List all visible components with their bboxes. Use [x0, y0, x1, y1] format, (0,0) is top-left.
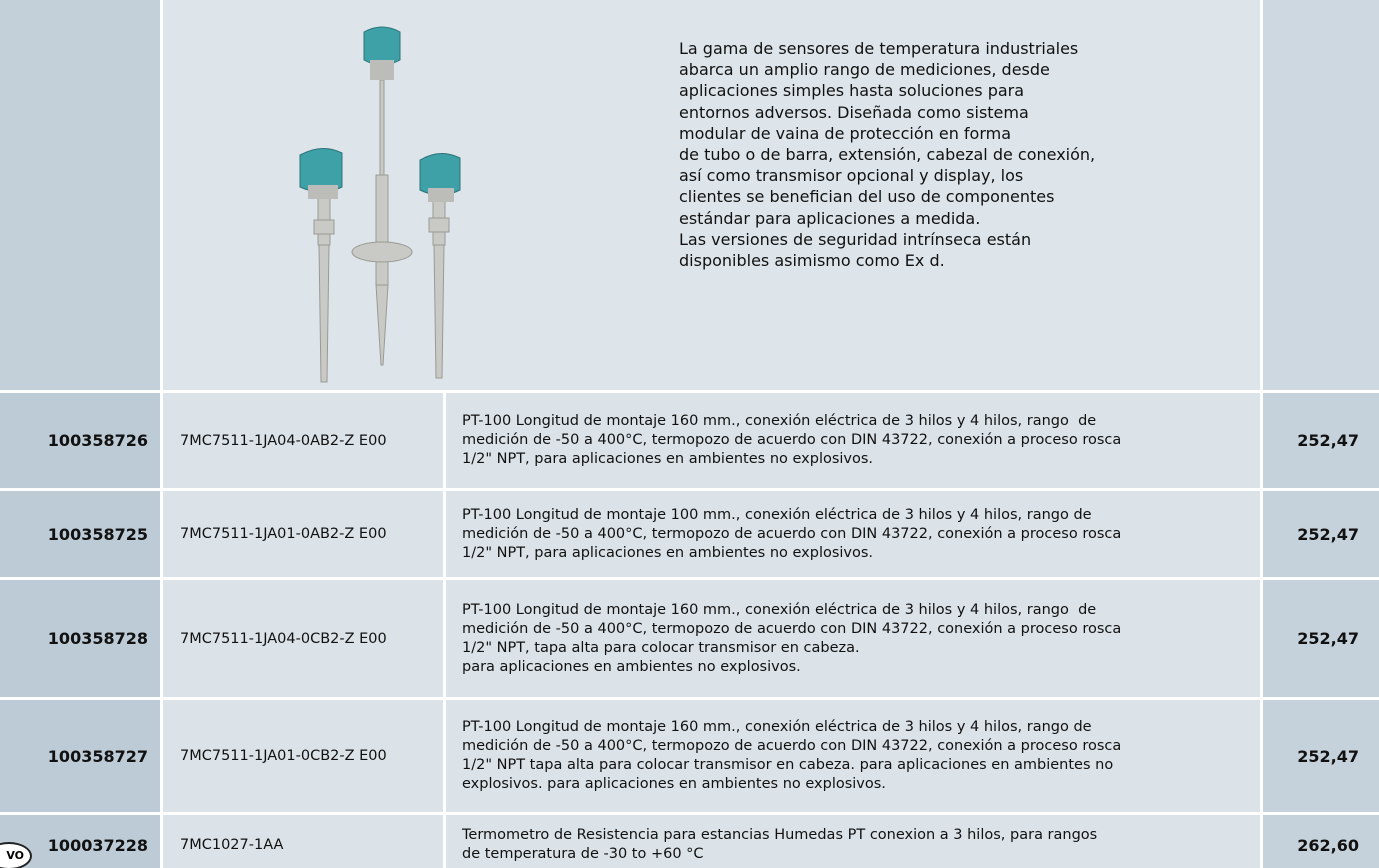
price-cell: 262,60 [1263, 815, 1379, 868]
intro-line: abarca un amplio rango de mediciones, de… [679, 60, 1050, 80]
description-line: PT-100 Longitud de montaje 160 mm., cone… [462, 601, 1097, 618]
code-cell: 100358728 [0, 580, 160, 697]
intro-line: entornos adversos. Diseñada como sistema [679, 102, 1029, 122]
description: Termometro de Resistencia para estancias… [462, 826, 1097, 864]
description-line: medición de -50 a 400°C, termopozo de ac… [462, 432, 1122, 448]
description: PT-100 Longitud de montaje 100 mm., cone… [462, 506, 1121, 563]
description-line: medición de -50 a 400°C, termopozo de ac… [462, 620, 1122, 637]
header-cell [163, 0, 1260, 390]
description-line: 1/2" NPT, para aplicaciones en ambientes… [462, 544, 874, 561]
intro-line: de tubo o de barra, extensión, cabezal d… [679, 145, 1096, 165]
description-cell: PT-100 Longitud de montaje 160 mm., cone… [446, 393, 1260, 488]
description-line: 1/2" NPT tapa alta para colocar transmis… [462, 757, 1114, 773]
part-cell: 7MC7511-1JA04-0AB2-Z E00 [163, 393, 443, 488]
price-cell: 252,47 [1263, 393, 1379, 488]
part-cell: 7MC7511-1JA01-0AB2-Z E00 [163, 491, 443, 577]
description-line: de temperatura de -30 to +60 °C [462, 846, 704, 862]
description-line: Termometro de Resistencia para estancias… [462, 827, 1098, 843]
intro-text: La gama de sensores de temperatura indus… [679, 38, 1095, 271]
intro-line: clientes se benefician del uso de compon… [679, 187, 1055, 207]
description-line: PT-100 Longitud de montaje 100 mm., cone… [462, 506, 1092, 523]
description-line: 1/2" NPT, para aplicaciones en ambientes… [462, 451, 874, 467]
description-line: medición de -50 a 400°C, termopozo de ac… [462, 525, 1122, 542]
intro-line: modular de vaina de protección en forma [679, 123, 1012, 143]
part-cell: 7MC1027-1AA [163, 815, 443, 868]
description-line: medición de -50 a 400°C, termopozo de ac… [462, 738, 1122, 754]
price-cell: 252,47 [1263, 580, 1379, 697]
intro-line: disponibles asimismo como Ex d. [679, 251, 945, 271]
description-line: explosivos. para aplicaciones en ambient… [462, 776, 886, 792]
description: PT-100 Longitud de montaje 160 mm., cone… [462, 601, 1121, 677]
description-cell: PT-100 Longitud de montaje 160 mm., cone… [446, 580, 1260, 697]
intro-line: Las versiones de seguridad intrínseca es… [679, 229, 1032, 249]
description-cell: PT-100 Longitud de montaje 100 mm., cone… [446, 491, 1260, 577]
description-line: PT-100 Longitud de montaje 160 mm., cone… [462, 413, 1097, 429]
intro-line: La gama de sensores de temperatura indus… [679, 39, 1079, 58]
header-cell [1263, 0, 1379, 390]
price-cell: 252,47 [1263, 491, 1379, 577]
intro-line: así como transmisor opcional y display, … [679, 166, 1024, 186]
description-cell: Termometro de Resistencia para estancias… [446, 815, 1260, 868]
part-cell: 7MC7511-1JA01-0CB2-Z E00 [163, 700, 443, 812]
description: PT-100 Longitud de montaje 160 mm., cone… [462, 718, 1121, 794]
description-line: 1/2" NPT, tapa alta para colocar transmi… [462, 639, 860, 656]
code-cell: 100358726 [0, 393, 160, 488]
header-cell [0, 0, 160, 390]
price-cell: 252,47 [1263, 700, 1379, 812]
description-cell: PT-100 Longitud de montaje 160 mm., cone… [446, 700, 1260, 812]
intro-line: aplicaciones simples hasta soluciones pa… [679, 81, 1025, 101]
new-badge: VO [0, 842, 32, 868]
code-cell: 100358727 [0, 700, 160, 812]
description-line: para aplicaciones en ambientes no explos… [462, 658, 801, 675]
part-cell: 7MC7511-1JA04-0CB2-Z E00 [163, 580, 443, 697]
code-cell: 100358725 [0, 491, 160, 577]
intro-line: estándar para aplicaciones a medida. [679, 208, 981, 228]
description: PT-100 Longitud de montaje 160 mm., cone… [462, 412, 1121, 469]
description-line: PT-100 Longitud de montaje 160 mm., cone… [462, 719, 1092, 735]
product-image [299, 26, 461, 383]
